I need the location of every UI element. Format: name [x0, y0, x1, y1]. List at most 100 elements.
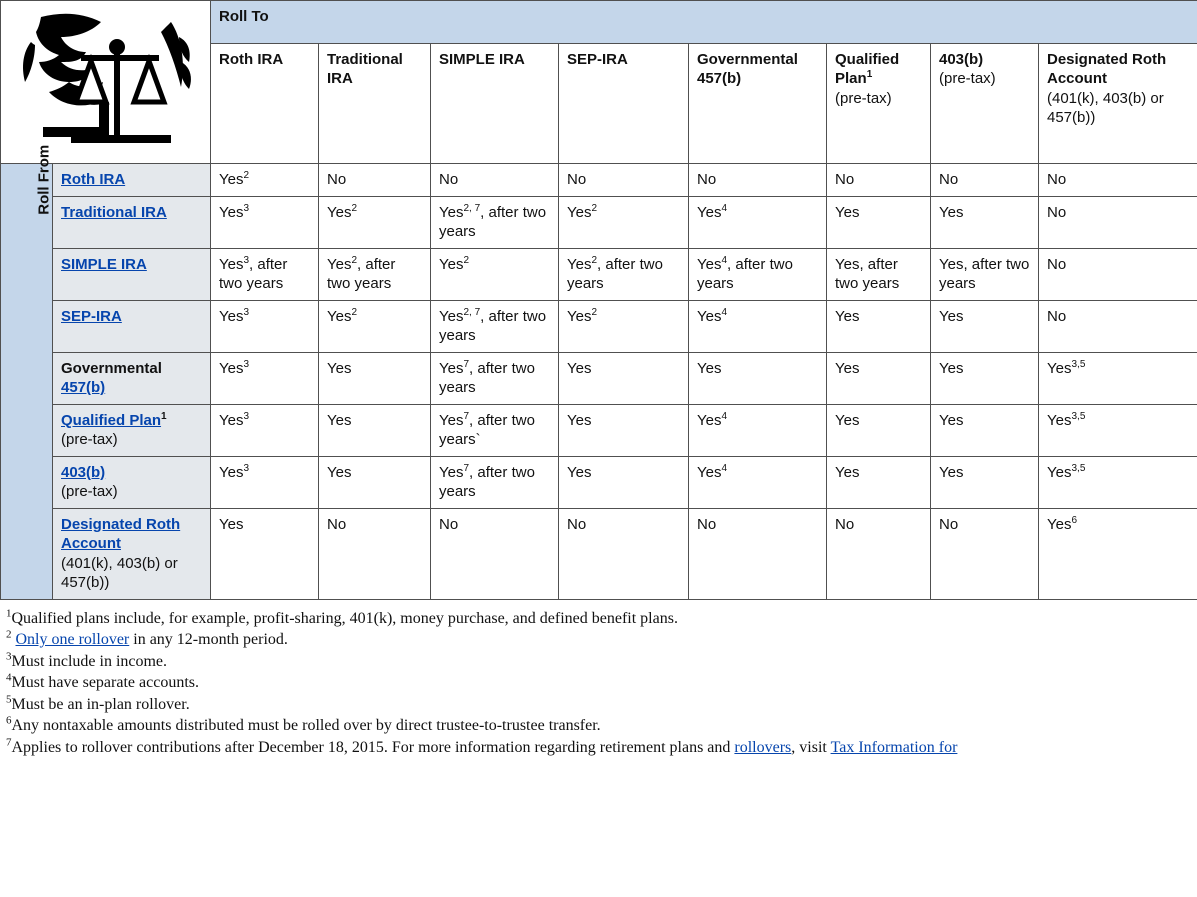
cell-0-1: No	[319, 164, 431, 197]
row-header-6: 403(b)(pre-tax)	[53, 456, 211, 508]
column-header-4: Governmental 457(b)	[689, 43, 827, 163]
footnote-1: 1Qualified plans include, for example, p…	[6, 608, 1191, 630]
cell-2-6: Yes, after two years	[931, 248, 1039, 300]
table-row: Designated Roth Account(401(k), 403(b) o…	[1, 508, 1197, 599]
cell-2-5: Yes, after two years	[827, 248, 931, 300]
cell-6-0: Yes3	[211, 456, 319, 508]
cell-3-1: Yes2	[319, 300, 431, 352]
cell-3-2: Yes2, 7, after two years	[431, 300, 559, 352]
row-header-link-5[interactable]: Qualified Plan	[61, 412, 161, 429]
footnote-2-link[interactable]: Only one rollover	[16, 631, 130, 648]
footnote-3: 3Must include in income.	[6, 651, 1191, 673]
footnote-6: 6Any nontaxable amounts distributed must…	[6, 715, 1191, 737]
cell-1-2: Yes2, 7, after two years	[431, 196, 559, 248]
cell-2-2: Yes2	[431, 248, 559, 300]
row-header-3: SEP-IRA	[53, 300, 211, 352]
row-header-0: Roth IRA	[53, 164, 211, 197]
row-header-link-6[interactable]: 403(b)	[61, 464, 105, 481]
column-header-5: Qualified Plan1(pre-tax)	[827, 43, 931, 163]
cell-6-3: Yes	[559, 456, 689, 508]
cell-4-5: Yes	[827, 352, 931, 404]
footnote-7-rollovers-link[interactable]: rollovers	[734, 739, 791, 756]
roll-to-header: Roll To	[211, 1, 1197, 44]
cell-1-4: Yes4	[689, 196, 827, 248]
row-header-7: Designated Roth Account(401(k), 403(b) o…	[53, 508, 211, 599]
rollover-chart-table: Roll To Roth IRATraditional IRASIMPLE IR…	[0, 0, 1197, 600]
cell-0-3: No	[559, 164, 689, 197]
cell-7-6: No	[931, 508, 1039, 599]
irs-logo-cell	[1, 1, 211, 164]
table-row: 403(b)(pre-tax)Yes3YesYes7, after two ye…	[1, 456, 1197, 508]
cell-7-1: No	[319, 508, 431, 599]
row-header-link-0[interactable]: Roth IRA	[61, 171, 125, 188]
table-row: Qualified Plan1(pre-tax)Yes3YesYes7, aft…	[1, 404, 1197, 456]
cell-0-6: No	[931, 164, 1039, 197]
cell-6-6: Yes	[931, 456, 1039, 508]
column-header-7: Designated Roth Account(401(k), 403(b) o…	[1039, 43, 1197, 163]
cell-6-2: Yes7, after two years	[431, 456, 559, 508]
cell-1-1: Yes2	[319, 196, 431, 248]
footnote-7: 7Applies to rollover contributions after…	[6, 737, 1191, 759]
row-header-1: Traditional IRA	[53, 196, 211, 248]
footnote-2: 2 Only one rollover in any 12-month peri…	[6, 629, 1191, 651]
cell-0-5: No	[827, 164, 931, 197]
row-header-link-7[interactable]: Designated Roth Account	[61, 516, 180, 553]
cell-5-3: Yes	[559, 404, 689, 456]
cell-0-4: No	[689, 164, 827, 197]
cell-5-0: Yes3	[211, 404, 319, 456]
row-header-link-3[interactable]: SEP-IRA	[61, 308, 122, 325]
cell-6-4: Yes4	[689, 456, 827, 508]
table-row: Governmental 457(b)Yes3YesYes7, after tw…	[1, 352, 1197, 404]
cell-3-5: Yes	[827, 300, 931, 352]
table-row: SEP-IRAYes3Yes2Yes2, 7, after two yearsY…	[1, 300, 1197, 352]
column-header-1: Traditional IRA	[319, 43, 431, 163]
cell-5-1: Yes	[319, 404, 431, 456]
footnotes-block: 1Qualified plans include, for example, p…	[0, 600, 1197, 759]
cell-1-3: Yes2	[559, 196, 689, 248]
table-row: Roll FromRoth IRAYes2NoNoNoNoNoNoNo	[1, 164, 1197, 197]
cell-5-5: Yes	[827, 404, 931, 456]
cell-4-7: Yes3,5	[1039, 352, 1197, 404]
cell-3-7: No	[1039, 300, 1197, 352]
footnote-7-taxinfo-link[interactable]: Tax Information for	[831, 739, 958, 756]
cell-5-7: Yes3,5	[1039, 404, 1197, 456]
cell-3-3: Yes2	[559, 300, 689, 352]
cell-0-7: No	[1039, 164, 1197, 197]
cell-1-6: Yes	[931, 196, 1039, 248]
row-header-link-2[interactable]: SIMPLE IRA	[61, 256, 147, 273]
row-header-5: Qualified Plan1(pre-tax)	[53, 404, 211, 456]
cell-4-1: Yes	[319, 352, 431, 404]
column-header-2: SIMPLE IRA	[431, 43, 559, 163]
cell-6-5: Yes	[827, 456, 931, 508]
table-row: SIMPLE IRAYes3, after two yearsYes2, aft…	[1, 248, 1197, 300]
cell-7-4: No	[689, 508, 827, 599]
cell-4-0: Yes3	[211, 352, 319, 404]
row-header-2: SIMPLE IRA	[53, 248, 211, 300]
row-header-link-1[interactable]: Traditional IRA	[61, 204, 167, 221]
cell-1-0: Yes3	[211, 196, 319, 248]
cell-2-4: Yes4, after two years	[689, 248, 827, 300]
cell-7-7: Yes6	[1039, 508, 1197, 599]
footnote-5: 5Must be an in-plan rollover.	[6, 694, 1191, 716]
cell-7-5: No	[827, 508, 931, 599]
cell-0-2: No	[431, 164, 559, 197]
cell-7-0: Yes	[211, 508, 319, 599]
cell-2-1: Yes2, after two years	[319, 248, 431, 300]
row-header-4: Governmental 457(b)	[53, 352, 211, 404]
irs-eagle-logo-icon	[21, 7, 191, 157]
cell-1-7: No	[1039, 196, 1197, 248]
column-header-6: 403(b)(pre-tax)	[931, 43, 1039, 163]
cell-7-2: No	[431, 508, 559, 599]
cell-2-3: Yes2, after two years	[559, 248, 689, 300]
column-header-3: SEP-IRA	[559, 43, 689, 163]
cell-6-1: Yes	[319, 456, 431, 508]
row-header-link-4[interactable]: 457(b)	[61, 379, 105, 396]
cell-4-6: Yes	[931, 352, 1039, 404]
cell-5-6: Yes	[931, 404, 1039, 456]
cell-5-4: Yes4	[689, 404, 827, 456]
cell-7-3: No	[559, 508, 689, 599]
roll-from-header: Roll From	[1, 164, 53, 600]
cell-4-4: Yes	[689, 352, 827, 404]
cell-6-7: Yes3,5	[1039, 456, 1197, 508]
cell-0-0: Yes2	[211, 164, 319, 197]
